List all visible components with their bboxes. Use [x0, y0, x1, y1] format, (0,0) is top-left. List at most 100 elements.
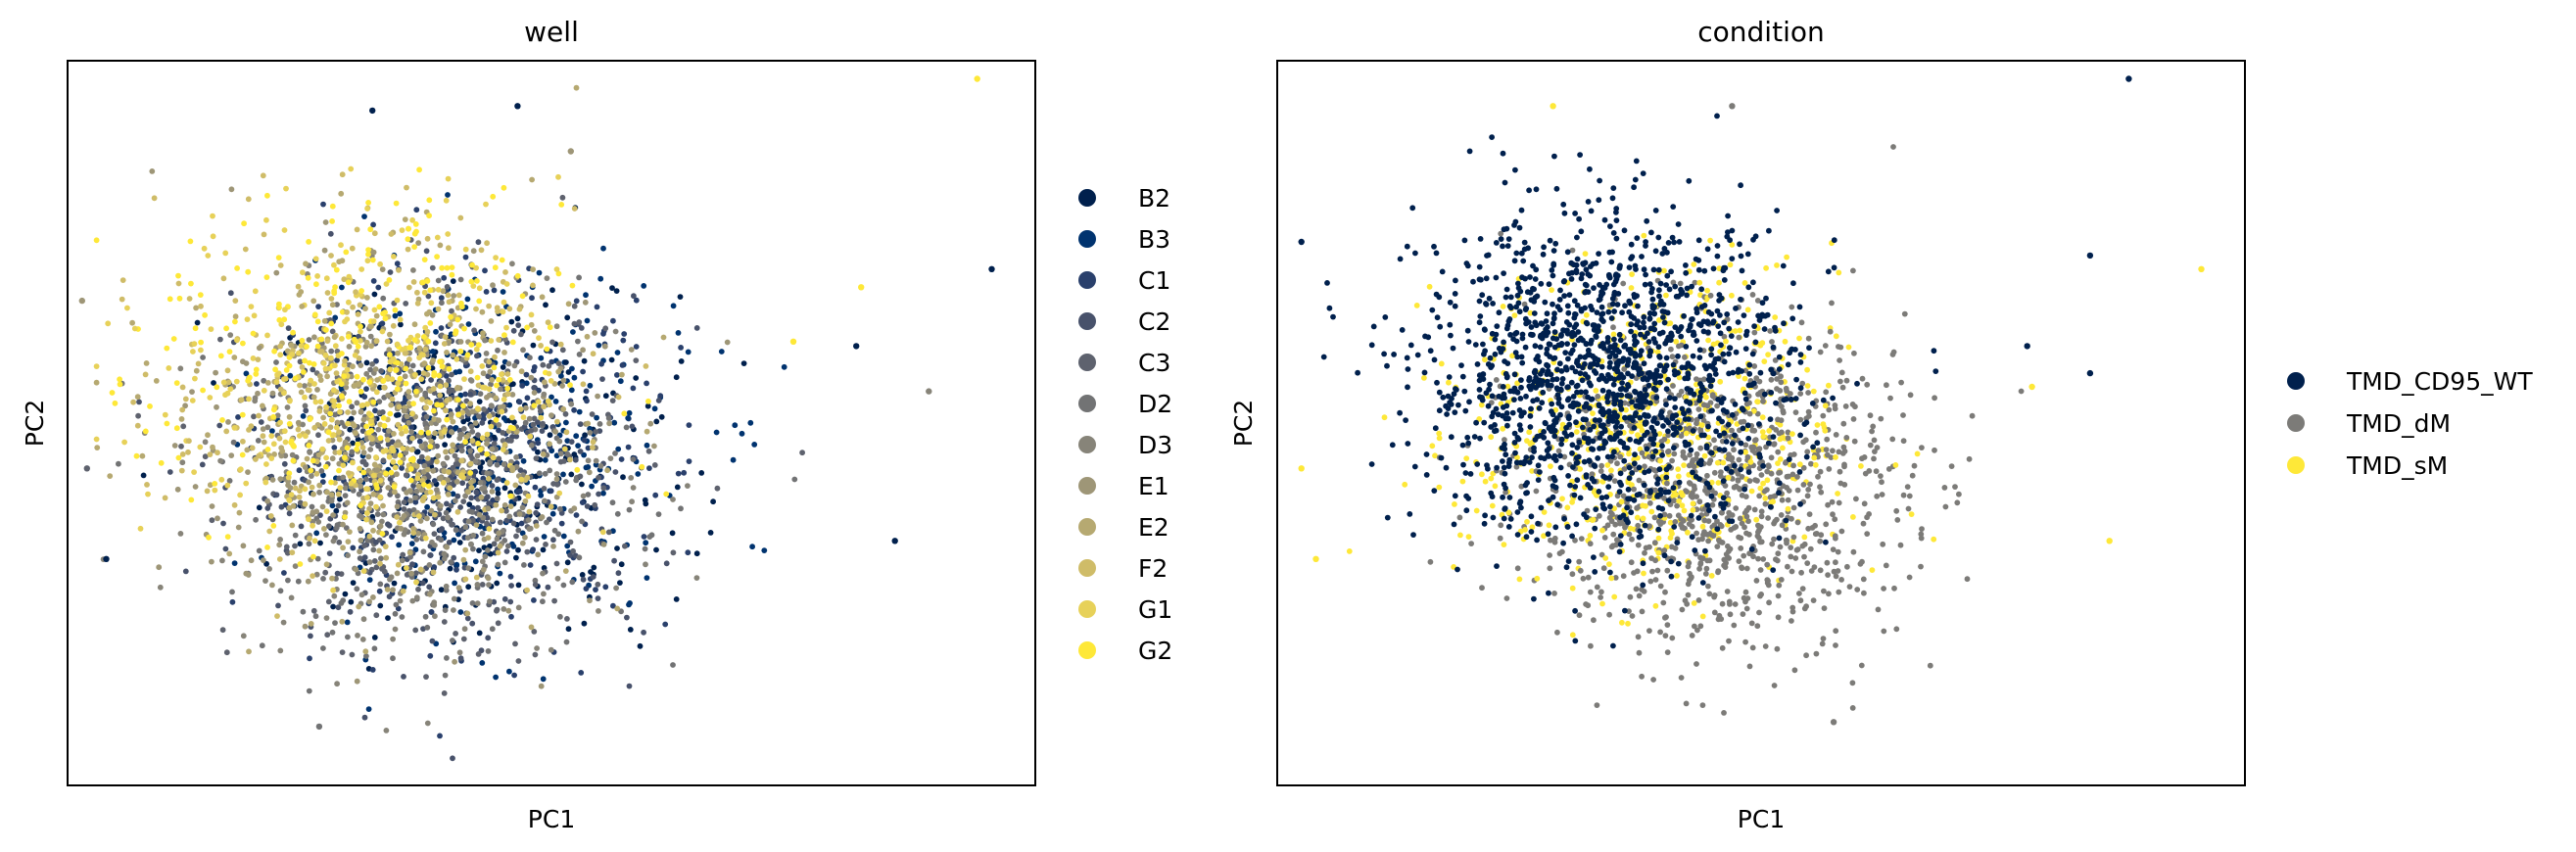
- data-point: [522, 419, 529, 426]
- data-point: [1843, 435, 1850, 441]
- data-point: [518, 520, 525, 527]
- data-point: [129, 319, 136, 326]
- data-point: [234, 337, 240, 344]
- data-point: [595, 581, 601, 588]
- data-point: [457, 609, 464, 615]
- data-point: [1879, 479, 1884, 486]
- data-point: [408, 447, 415, 452]
- data-point: [1514, 380, 1520, 387]
- data-point: [177, 365, 184, 372]
- data-point: [548, 503, 554, 510]
- data-point: [420, 496, 427, 501]
- data-point: [1569, 632, 1576, 639]
- data-point: [491, 287, 498, 294]
- data-point: [592, 501, 598, 508]
- data-point: [506, 306, 513, 312]
- data-point: [384, 437, 391, 443]
- data-point: [419, 580, 426, 587]
- data-point: [554, 418, 560, 425]
- data-point: [1501, 542, 1507, 547]
- data-point: [1690, 500, 1696, 507]
- data-point: [366, 533, 373, 540]
- data-point: [253, 456, 259, 462]
- data-point: [1432, 452, 1438, 459]
- data-point: [375, 426, 382, 433]
- data-point: [334, 419, 341, 426]
- data-point: [1794, 487, 1801, 494]
- data-point: [579, 572, 586, 578]
- data-point: [383, 448, 389, 453]
- data-point: [484, 441, 490, 447]
- data-point: [494, 496, 501, 502]
- data-point: [175, 280, 182, 287]
- legend-item: B3: [1078, 225, 1170, 254]
- data-point: [1642, 549, 1647, 556]
- data-point: [240, 633, 247, 639]
- data-point: [295, 419, 302, 426]
- data-point: [288, 492, 295, 497]
- data-point: [535, 399, 542, 405]
- data-point: [1585, 574, 1592, 581]
- outlier-point: [514, 103, 521, 110]
- data-point: [211, 380, 216, 386]
- data-point: [1683, 394, 1690, 401]
- data-point: [430, 495, 437, 501]
- data-point: [460, 426, 467, 432]
- data-point: [513, 533, 519, 540]
- data-point: [791, 476, 798, 483]
- data-point: [328, 348, 335, 355]
- data-point: [509, 339, 516, 346]
- data-point: [633, 344, 640, 350]
- data-point: [1704, 472, 1710, 479]
- data-point: [383, 470, 389, 477]
- data-point: [465, 584, 472, 591]
- data-point: [417, 566, 424, 573]
- data-point: [386, 352, 393, 358]
- data-point: [1577, 466, 1583, 472]
- data-point: [186, 438, 192, 445]
- data-point: [449, 271, 455, 278]
- data-point: [220, 275, 227, 282]
- data-point: [380, 511, 387, 518]
- data-point: [438, 325, 445, 331]
- data-point: [580, 347, 586, 354]
- data-point: [1497, 535, 1503, 542]
- data-point: [307, 655, 312, 662]
- data-point: [1782, 338, 1789, 345]
- data-point: [252, 288, 259, 295]
- data-point: [342, 454, 348, 461]
- data-point: [485, 535, 492, 541]
- data-point: [1647, 578, 1654, 585]
- data-point: [240, 358, 246, 365]
- data-point: [322, 365, 329, 372]
- data-point: [1752, 437, 1758, 444]
- data-point: [673, 596, 680, 602]
- data-point: [328, 355, 334, 361]
- data-point: [462, 546, 469, 553]
- data-point: [1651, 514, 1658, 521]
- data-point: [290, 502, 297, 509]
- data-point: [194, 319, 201, 326]
- data-point: [365, 410, 372, 417]
- data-point: [1675, 466, 1682, 472]
- data-point: [419, 397, 425, 402]
- data-point: [1841, 461, 1847, 468]
- data-point: [1607, 457, 1614, 464]
- legend-label: C3: [1138, 349, 1170, 377]
- data-point: [1703, 565, 1710, 572]
- data-point: [310, 394, 317, 401]
- data-point: [394, 570, 401, 577]
- data-point: [467, 460, 474, 467]
- data-point: [1755, 529, 1761, 536]
- data-point: [320, 201, 326, 208]
- data-point: [1666, 512, 1673, 519]
- data-point: [489, 483, 496, 489]
- data-point: [457, 655, 464, 662]
- data-point: [342, 493, 349, 498]
- data-point: [289, 522, 296, 529]
- data-point: [396, 266, 402, 273]
- data-point: [495, 486, 501, 493]
- data-point: [1826, 406, 1833, 413]
- data-point: [541, 403, 547, 410]
- data-point: [1894, 517, 1901, 523]
